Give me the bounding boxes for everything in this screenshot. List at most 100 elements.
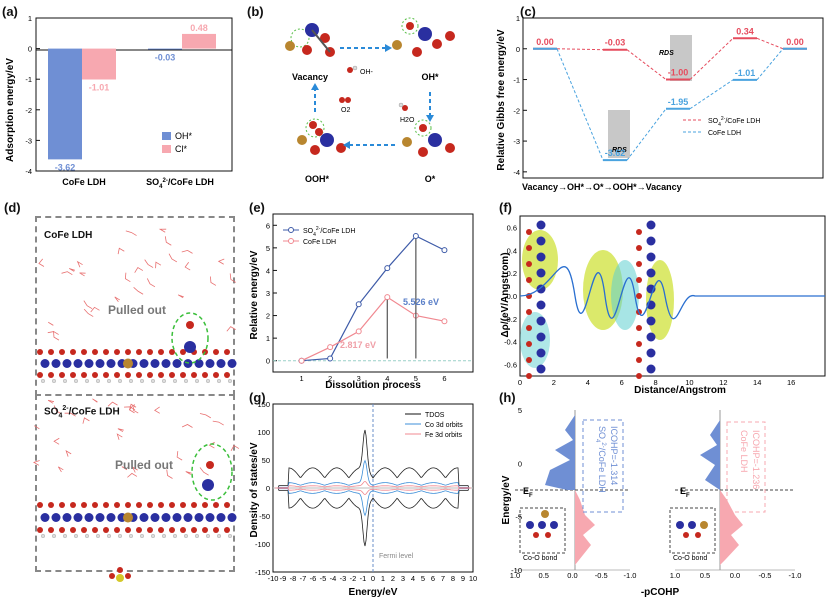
o-atom — [125, 372, 131, 378]
legend-so4-e: SO42-/CoFe LDH — [303, 226, 355, 238]
water-molecule — [107, 401, 118, 407]
xtick-label: -4 — [330, 574, 337, 583]
h-right-inset-atoms — [676, 521, 708, 538]
co-atom — [536, 348, 546, 358]
energy-connector — [689, 37, 734, 80]
bar — [48, 48, 82, 160]
h-atom — [52, 378, 57, 383]
xtick-label: -3 — [340, 574, 347, 583]
state-label-o: O* — [425, 174, 436, 184]
co-atom — [194, 359, 204, 368]
panel-f: (f) Δρ/(eV/Angstrom) 0.6 0.4 0.2 0.0 -0.2 -0.… — [495, 200, 832, 396]
panel-c-chart: Relative Gibbs free energy/eV 1 0 -1 -2 -3 -4… — [496, 14, 824, 192]
o-atom — [636, 261, 642, 267]
water-molecule — [230, 444, 240, 452]
co-atom — [646, 268, 656, 278]
xtick-label: 7 — [441, 574, 445, 583]
ytick-label: 5 — [266, 244, 270, 253]
co-atom — [646, 332, 656, 342]
co-atom — [646, 252, 656, 262]
o-atom — [180, 372, 186, 378]
state-label-vacancy: Vacancy — [292, 72, 328, 82]
xtick-label: -6 — [310, 574, 317, 583]
o-atom — [114, 502, 120, 508]
bar-value-label: -3.62 — [55, 162, 76, 172]
co-atom — [183, 513, 193, 522]
co-atom — [216, 359, 226, 368]
o-atom — [37, 372, 43, 378]
o-atom — [636, 277, 642, 283]
water-molecule — [53, 437, 60, 445]
water-molecule — [131, 466, 138, 473]
xtick-label: 1.0 — [510, 571, 520, 580]
h-atom — [194, 534, 199, 539]
xtick-label: 14 — [753, 378, 761, 387]
water-molecule — [68, 268, 76, 272]
h-left-annot-1: SO42-/CoFe LDH — [594, 426, 607, 493]
water-molecule — [144, 259, 154, 268]
xtick-label: 6 — [620, 378, 624, 387]
water-molecule — [217, 258, 225, 265]
water-molecule — [83, 300, 93, 310]
water-molecule — [117, 247, 125, 255]
ytick-label: -2 — [513, 106, 520, 115]
water-molecule — [210, 276, 217, 286]
panel-f-ylabel: Δρ/(eV/Angstrom) — [500, 252, 511, 337]
water-molecule — [79, 272, 86, 277]
so4-s-atom — [116, 574, 124, 582]
energy-connector — [556, 48, 604, 161]
h-atom — [106, 378, 111, 383]
pulled-out-top: Pulled out — [108, 303, 166, 317]
co-atom — [536, 268, 546, 278]
ytick-label: 0.6 — [507, 223, 517, 232]
ytick-label: -5 — [515, 513, 522, 522]
h-atom — [139, 378, 144, 383]
water-molecule — [116, 433, 123, 440]
xtick-label: 0 — [371, 574, 375, 583]
bar-value-label: -1.01 — [89, 83, 110, 93]
h-atom — [117, 534, 122, 539]
co-atom — [194, 513, 204, 522]
h-left-annot-box — [582, 419, 624, 513]
o-atom — [636, 293, 642, 299]
panel-label-c: (c) — [520, 4, 536, 19]
o-atom — [92, 502, 98, 508]
ytick-label: 4 — [266, 266, 270, 275]
ytick-label: -3 — [25, 136, 32, 145]
energy-value-label: 0.00 — [536, 37, 554, 47]
tdos-curve — [275, 429, 471, 489]
panel-f-atoms — [526, 220, 656, 379]
o-atom — [59, 372, 65, 378]
xtick-label: -10 — [268, 574, 279, 583]
co-atom — [106, 513, 116, 522]
panel-b-diagram: OH- O2 H2O Vacancy OH* O* OOH* — [285, 17, 455, 184]
water-molecule — [57, 466, 64, 473]
panel-e: (e) Relative energy/eV 0 1 2 3 4 5 6 1 2 3 4 5 6 SO4… — [245, 200, 495, 391]
panel-e-ylabel: Relative energy/eV — [249, 250, 260, 339]
water-molecule — [124, 272, 131, 283]
md-title-bottom: SO42-/CoFe LDH — [44, 405, 120, 420]
co-atom — [227, 359, 237, 368]
h-atom — [52, 534, 57, 539]
xtick-label: 1.0 — [670, 571, 680, 580]
o-atom — [70, 372, 76, 378]
h-atom — [73, 378, 78, 383]
o-atom — [191, 502, 197, 508]
o-atom — [81, 372, 87, 378]
bar — [82, 48, 116, 80]
co-atom — [646, 236, 656, 246]
o-atom — [191, 372, 197, 378]
water-molecule — [117, 428, 124, 433]
water-molecule — [133, 286, 144, 295]
rds-label-red: RDS — [659, 50, 674, 57]
h-atom — [41, 534, 46, 539]
o-atom — [636, 357, 642, 363]
data-point — [384, 294, 391, 301]
panel-d: (d) CoFe LDH SO42-/CoFe LDH Pulled out P… — [0, 200, 245, 598]
h-left-annot-2: ICOHP=-1.314 — [609, 426, 619, 485]
data-point — [441, 247, 448, 254]
bar-value-label: -0.03 — [155, 53, 176, 63]
o-atom — [81, 349, 87, 355]
water-molecule — [129, 403, 137, 411]
species-oh: OH- — [360, 69, 374, 76]
